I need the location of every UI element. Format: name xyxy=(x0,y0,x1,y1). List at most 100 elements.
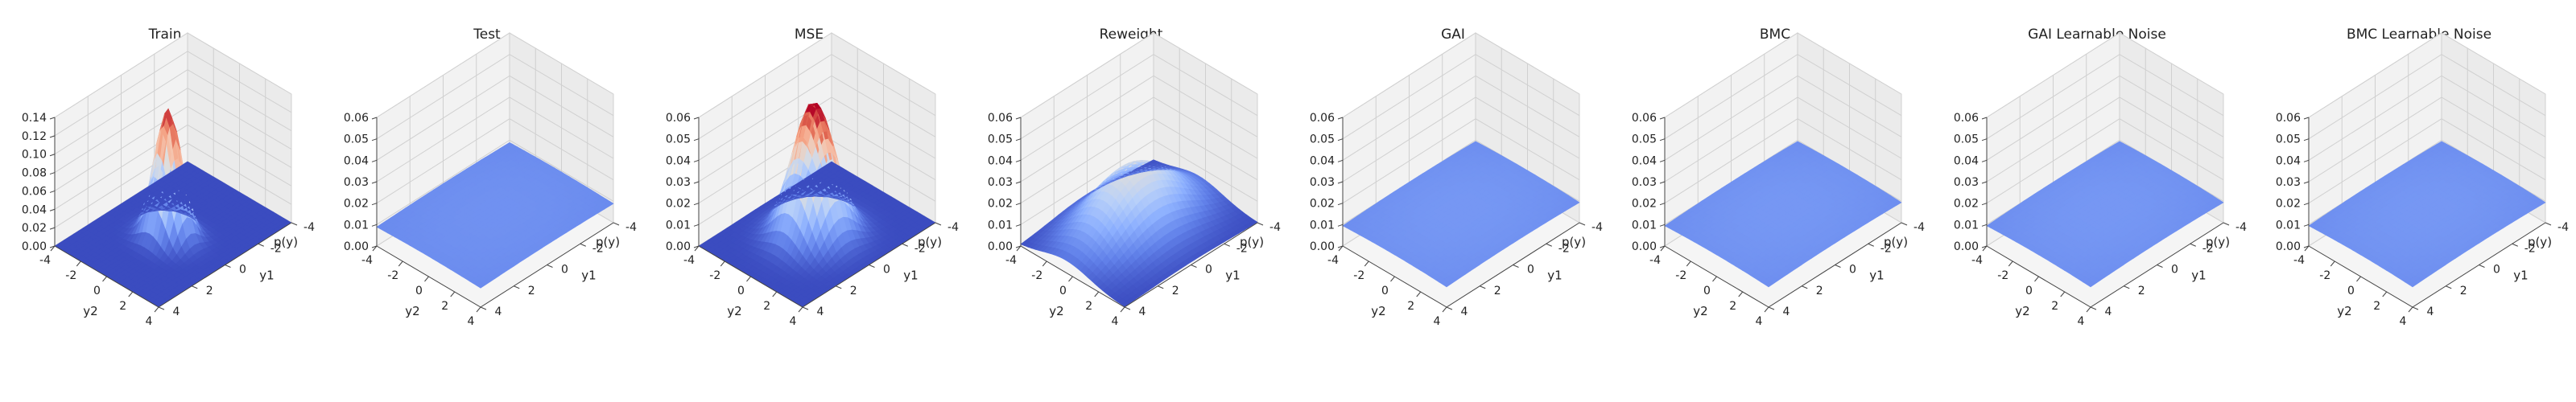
y1-tick-label: -4 xyxy=(947,221,959,234)
y2-tick xyxy=(1390,276,1395,282)
z-axis-label: p(y) xyxy=(1562,235,1586,249)
z-tick-label: 0.02 xyxy=(988,198,1013,211)
z-tick-label: 0.06 xyxy=(666,112,691,125)
y2-tick-label: 2 xyxy=(763,300,770,313)
z-axis-label: p(y) xyxy=(274,235,298,249)
y1-tick-label: 0 xyxy=(561,264,568,277)
y2-tick-label: 2 xyxy=(1407,300,1414,313)
z-tick xyxy=(1015,181,1022,184)
z-tick xyxy=(693,117,700,120)
y1-tick-label: 4 xyxy=(817,306,824,318)
z-tick-label: 0.00 xyxy=(988,240,1013,253)
y2-tick xyxy=(128,291,134,297)
z-tick-label: 0.05 xyxy=(988,133,1013,146)
y2-tick xyxy=(746,276,751,282)
y1-tick-label: -2 xyxy=(270,242,282,255)
y2-axis-label: y2 xyxy=(405,304,419,318)
y2-tick-label: 0 xyxy=(93,285,101,297)
y1-tick-label: -4 xyxy=(625,221,637,234)
y2-tick-label: 4 xyxy=(1112,315,1119,328)
z-tick-label: 0.06 xyxy=(22,185,47,198)
y1-tick xyxy=(869,265,875,268)
z-tick-label: 0.01 xyxy=(344,219,369,232)
y2-tick-label: 0 xyxy=(415,285,423,297)
y1-tick xyxy=(1124,306,1131,310)
z-tick xyxy=(1337,117,1344,120)
surface-panel: MSE-4-2024y2-4-2024y10.000.010.020.030.0… xyxy=(666,27,959,328)
z-tick-label: 0.02 xyxy=(1310,198,1335,211)
y1-tick-label: 4 xyxy=(1461,306,1468,318)
z-tick-label: 0.06 xyxy=(344,112,369,125)
y2-tick-label: -4 xyxy=(39,254,51,267)
y2-tick xyxy=(424,276,429,282)
z-tick xyxy=(1337,138,1344,142)
y1-tick xyxy=(480,306,487,310)
z-tick xyxy=(1337,224,1344,227)
y1-tick xyxy=(158,306,165,310)
y1-tick xyxy=(902,243,908,247)
y1-axis-label: y1 xyxy=(903,269,918,283)
z-tick-label: 0.12 xyxy=(22,130,47,143)
z-tick-label: 0.00 xyxy=(22,240,47,253)
z-tick xyxy=(371,138,378,142)
z-tick xyxy=(693,138,700,142)
y1-tick-label: -2 xyxy=(592,242,604,255)
z-tick xyxy=(49,172,56,175)
y1-tick xyxy=(1579,222,1586,226)
z-tick-label: 0.05 xyxy=(344,133,369,146)
z-tick xyxy=(49,154,56,157)
z-tick-label: 0.05 xyxy=(666,133,691,146)
y1-axis-label: y1 xyxy=(1547,269,1562,283)
y1-tick-label: 0 xyxy=(1527,264,1534,277)
z-axis-label: p(y) xyxy=(596,235,620,249)
z-tick-label: 0.04 xyxy=(1310,154,1335,167)
y1-tick-label: 4 xyxy=(173,306,180,318)
y1-tick xyxy=(613,222,620,226)
z-tick-label: 0.00 xyxy=(1310,240,1335,253)
z-tick-label: 0.14 xyxy=(22,112,47,125)
y1-tick xyxy=(935,222,942,226)
z-tick-label: 0.03 xyxy=(666,176,691,189)
z-tick xyxy=(1337,203,1344,206)
y1-tick-label: 2 xyxy=(1494,285,1501,297)
z-tick xyxy=(1337,181,1344,184)
y1-tick xyxy=(1446,306,1453,310)
z-tick xyxy=(693,203,700,206)
y2-tick-label: 0 xyxy=(737,285,745,297)
surface-patch xyxy=(376,224,386,230)
y1-axis-label: y1 xyxy=(1225,269,1240,283)
y2-tick-label: -4 xyxy=(1005,254,1017,267)
y1-tick-label: -4 xyxy=(1591,221,1603,234)
z-tick-label: 0.01 xyxy=(988,219,1013,232)
y1-tick-label: -2 xyxy=(914,242,926,255)
z-axis-label: p(y) xyxy=(918,235,942,249)
z-tick-label: 0.03 xyxy=(1310,176,1335,189)
z-tick-label: 0.04 xyxy=(666,154,691,167)
y1-tick xyxy=(802,306,809,310)
z-tick xyxy=(371,203,378,206)
y1-tick xyxy=(514,285,520,289)
panel-title: Test xyxy=(473,27,501,43)
z-tick xyxy=(693,159,700,162)
y2-tick-label: -2 xyxy=(709,269,720,282)
z-tick-label: 0.00 xyxy=(666,240,691,253)
y2-tick xyxy=(76,260,81,267)
z-tick-label: 0.04 xyxy=(344,154,369,167)
y2-tick xyxy=(1416,291,1422,297)
z-tick xyxy=(371,117,378,120)
z-tick xyxy=(1015,159,1022,162)
z-tick xyxy=(371,245,378,248)
z-tick-label: 0.03 xyxy=(344,176,369,189)
panel-title: Train xyxy=(148,27,182,43)
y1-axis-label: y1 xyxy=(259,269,274,283)
y2-tick xyxy=(1120,306,1125,313)
z-tick-label: 0.08 xyxy=(22,167,47,180)
y2-tick xyxy=(398,260,403,267)
y2-tick-label: 2 xyxy=(441,300,448,313)
y1-tick xyxy=(225,265,231,268)
panel-title: GAI xyxy=(1441,27,1465,43)
z-tick xyxy=(49,245,56,248)
y2-tick xyxy=(154,306,159,313)
surface-panel: Reweight-4-2024y2-4-2024y10.000.010.020.… xyxy=(988,27,1281,328)
y1-tick xyxy=(1224,243,1230,247)
